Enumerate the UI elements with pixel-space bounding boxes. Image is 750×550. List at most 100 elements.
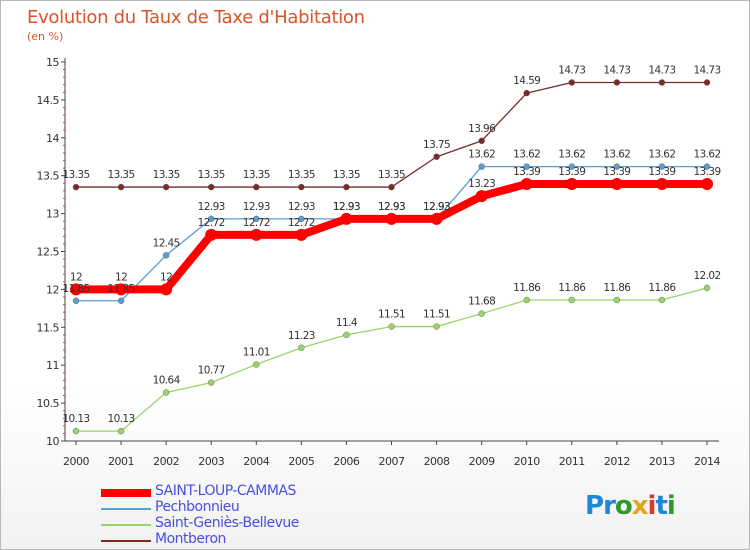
data-label: 11.51 — [378, 309, 405, 321]
data-label: 14.73 — [558, 64, 585, 76]
data-label: 13.62 — [513, 149, 540, 161]
data-point — [343, 331, 350, 339]
data-label: 13.39 — [693, 166, 720, 178]
logo-letter: i — [647, 491, 657, 521]
logo-letter: t — [655, 491, 667, 521]
data-label: 12.93 — [423, 201, 450, 213]
data-point — [388, 323, 395, 330]
data-label: 11.01 — [243, 346, 270, 358]
data-label: 13.23 — [468, 178, 495, 190]
data-label: 13.62 — [648, 149, 675, 161]
data-label: 13.35 — [378, 169, 405, 181]
data-label: 12.93 — [423, 201, 450, 213]
data-label: 14.59 — [513, 75, 540, 87]
data-point — [253, 361, 260, 368]
y-tick-label: 14 — [46, 132, 59, 145]
x-tick-label: 2001 — [108, 455, 134, 468]
data-label: 11.23 — [288, 330, 315, 342]
data-label: 13.96 — [468, 123, 496, 135]
data-label: 12.93 — [288, 201, 315, 213]
data-label: 13.35 — [243, 169, 270, 181]
data-point — [430, 212, 443, 225]
x-tick-label: 2011 — [559, 455, 585, 468]
data-label: 14.73 — [603, 64, 630, 76]
data-point — [613, 163, 621, 170]
data-point — [568, 79, 575, 86]
data-point — [703, 79, 711, 86]
data-point — [208, 379, 215, 386]
data-label: 11.86 — [648, 282, 676, 294]
data-label: 13.35 — [108, 169, 135, 181]
chart-subtitle: (en %) — [27, 30, 64, 43]
data-point — [72, 427, 80, 435]
legend-label: SAINT-LOUP-CAMMAS — [155, 483, 296, 499]
data-label: 11.51 — [423, 309, 450, 321]
data-point — [568, 163, 575, 170]
data-point — [433, 153, 440, 160]
data-point — [162, 183, 170, 191]
data-label: 12 — [115, 271, 127, 283]
data-label: 14.73 — [693, 64, 720, 76]
logo-letter: o — [614, 491, 633, 521]
data-label: 12.93 — [243, 201, 270, 213]
data-label: 13.62 — [603, 149, 630, 161]
x-tick-label: 2005 — [288, 455, 314, 468]
data-point — [162, 389, 170, 396]
x-tick-label: 2000 — [63, 455, 89, 468]
data-point — [208, 183, 215, 191]
data-label: 11.86 — [558, 282, 586, 294]
x-tick-label: 2014 — [694, 455, 720, 468]
data-label: 13.39 — [603, 166, 630, 178]
data-label: 10.77 — [198, 365, 225, 377]
data-label: 12.93 — [378, 201, 405, 213]
data-point — [433, 323, 440, 330]
legend-label: Montberon — [155, 531, 226, 547]
data-label: 13.39 — [648, 166, 675, 178]
logo-letter: r — [603, 491, 616, 521]
data-point — [70, 283, 82, 296]
data-label: 13.35 — [288, 169, 315, 181]
data-label: 12.72 — [288, 217, 315, 229]
data-label: 12.93 — [378, 201, 405, 213]
y-tick-label: 10 — [46, 435, 59, 448]
data-label: 13.39 — [513, 166, 540, 178]
data-label: 13.35 — [333, 169, 360, 181]
data-point — [610, 178, 623, 191]
data-point — [523, 296, 530, 304]
data-point — [565, 178, 578, 191]
data-point — [388, 183, 395, 191]
data-label: 11.85 — [108, 283, 135, 295]
data-point — [208, 215, 215, 223]
data-point — [523, 89, 530, 97]
y-tick-label: 14.5 — [37, 94, 60, 107]
data-point — [658, 163, 666, 170]
data-point — [162, 252, 170, 259]
data-label: 13.62 — [693, 149, 720, 161]
data-label: 12.93 — [333, 201, 360, 213]
data-point — [295, 228, 308, 241]
y-tick-label: 15 — [46, 56, 59, 69]
data-label: 11.86 — [603, 282, 631, 294]
data-point — [703, 163, 711, 170]
data-label: 12.02 — [693, 270, 720, 282]
x-tick-label: 2006 — [333, 455, 359, 468]
data-point — [117, 183, 125, 191]
data-point — [478, 310, 485, 317]
data-point — [117, 427, 125, 435]
legend-label: Saint-Geniès-Bellevue — [155, 515, 299, 531]
legend-swatch-montberon — [101, 540, 151, 542]
proxiti-logo: Proxiti — [585, 491, 676, 521]
data-point — [613, 79, 621, 86]
legend-swatch-saint-genies-bellevue — [101, 524, 151, 526]
data-label: 13.75 — [423, 139, 450, 151]
y-tick-label: 11 — [46, 359, 59, 372]
data-point — [703, 284, 711, 292]
data-label: 11.68 — [468, 296, 495, 308]
data-point — [298, 183, 305, 191]
logo-letter: i — [666, 491, 676, 521]
legend-label: Pechbonnieu — [155, 499, 240, 515]
y-tick-label: 12.5 — [37, 246, 60, 259]
data-label: 11.85 — [62, 283, 89, 295]
data-label: 13.62 — [468, 149, 495, 161]
data-label: 12.93 — [333, 201, 360, 213]
